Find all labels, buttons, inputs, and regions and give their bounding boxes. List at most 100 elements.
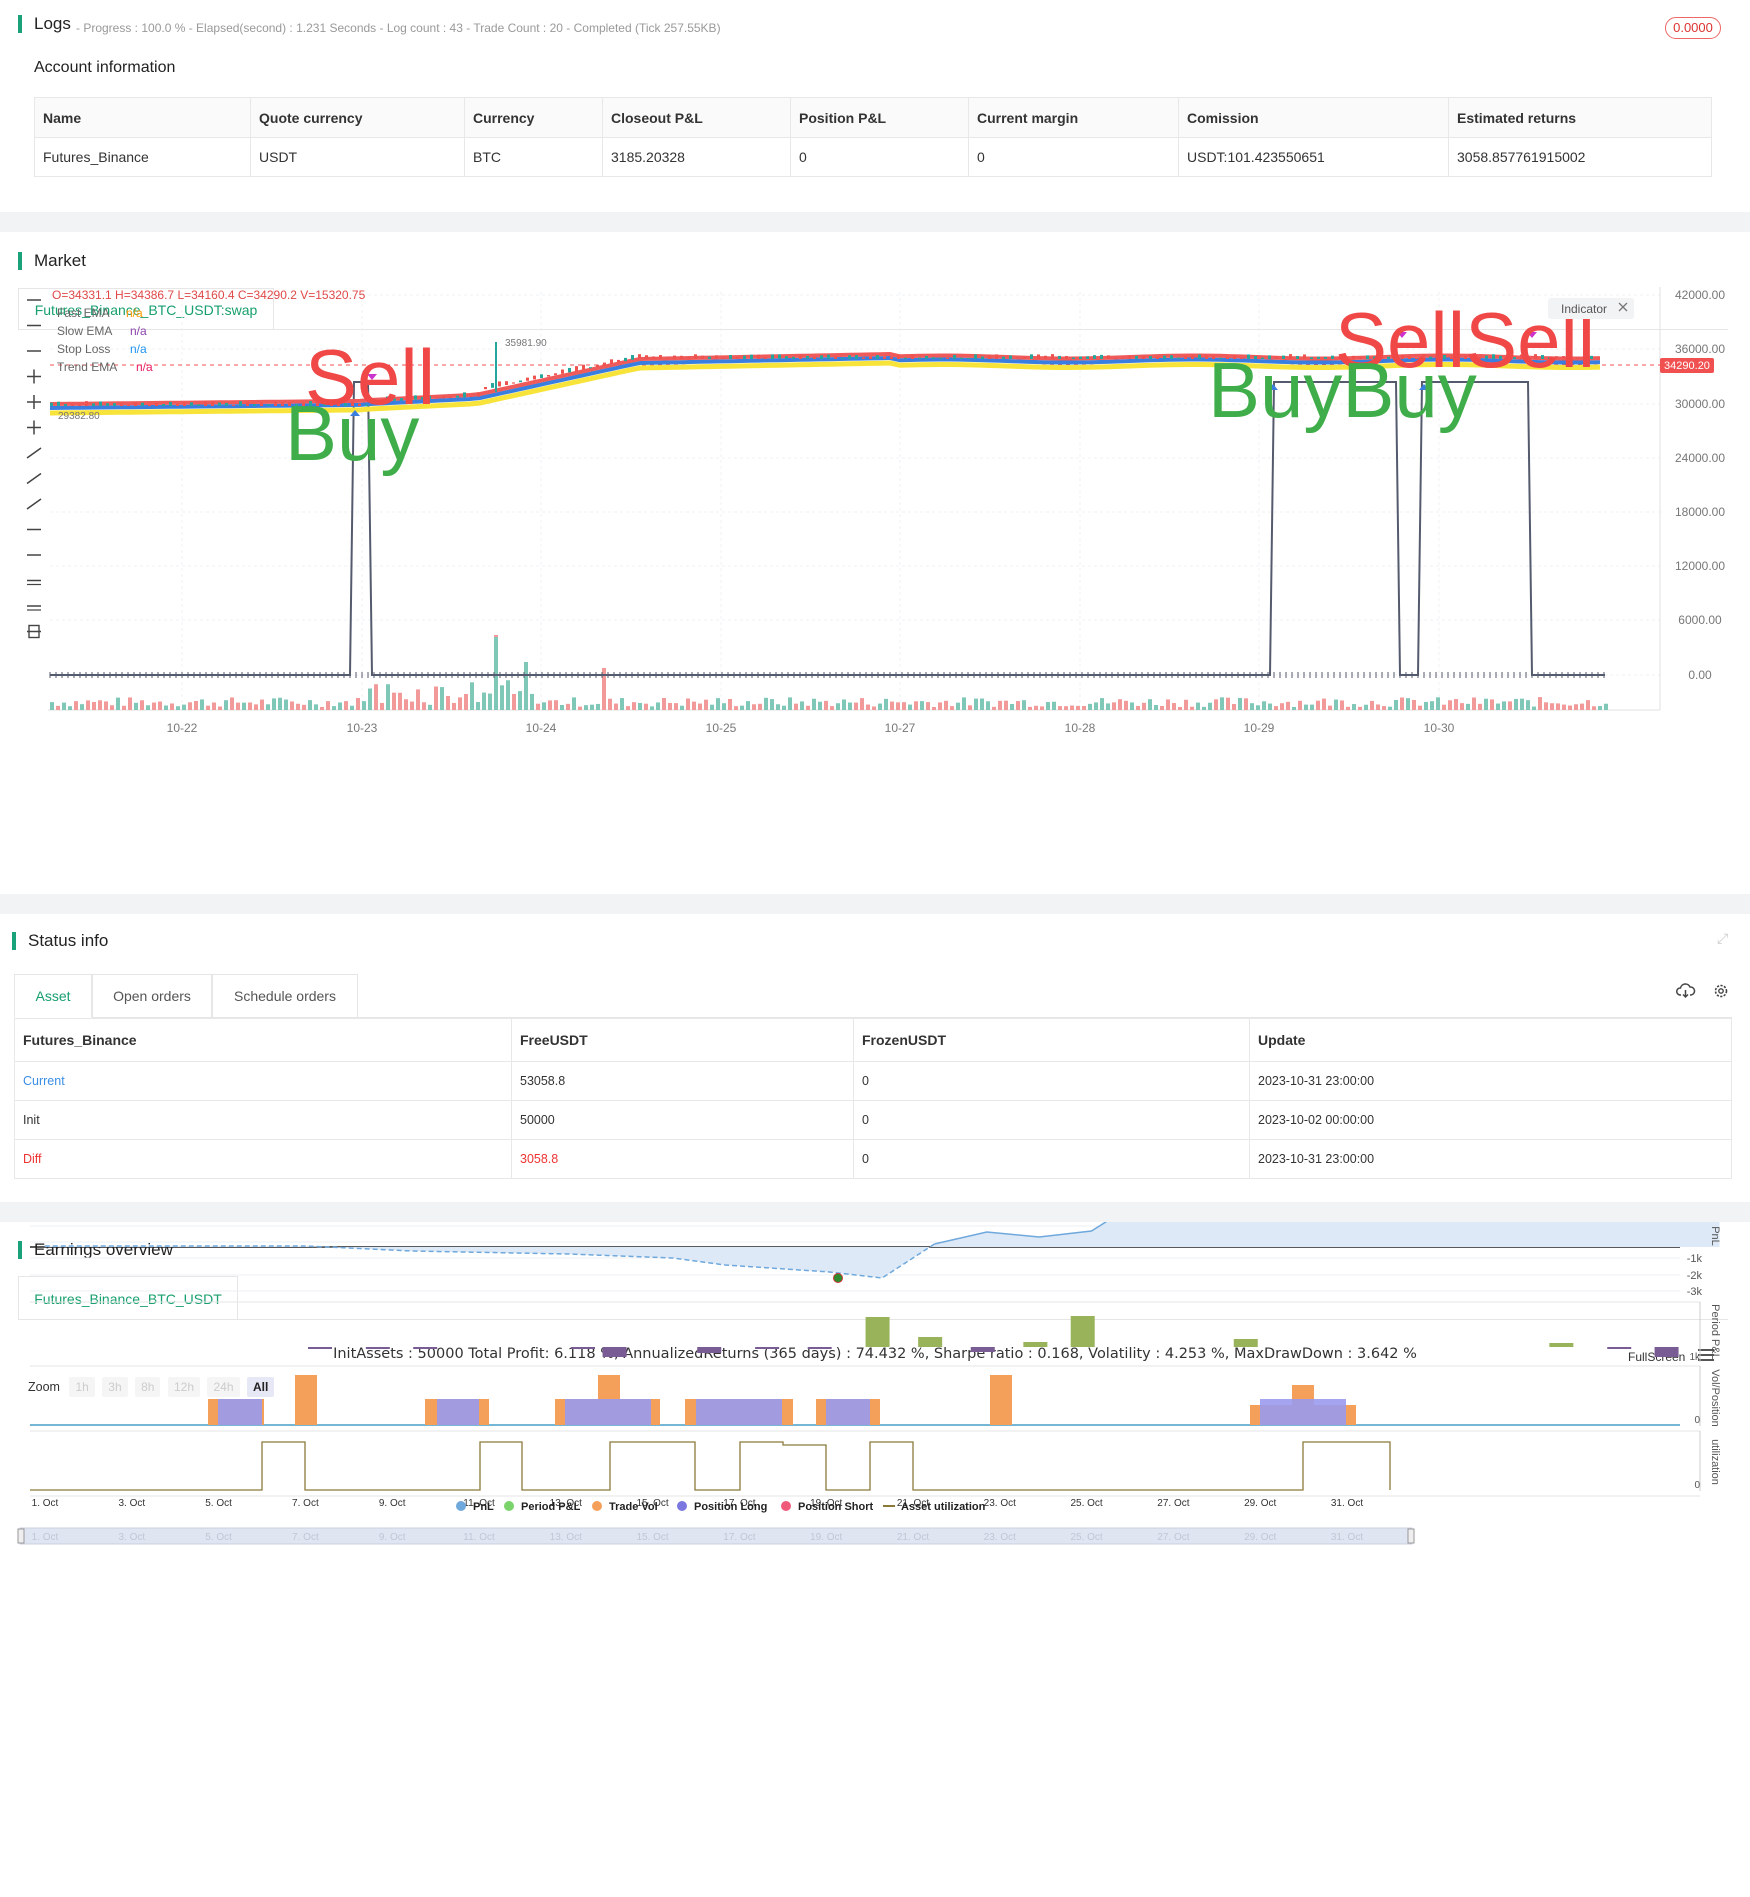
volume-bar — [1472, 697, 1476, 710]
zoom-1h-button[interactable]: 1h — [69, 1377, 95, 1397]
ray-icon[interactable] — [26, 472, 42, 485]
logs-badge[interactable]: 0.0000 — [1665, 17, 1721, 39]
vertical-segment-icon[interactable] — [27, 420, 41, 435]
candle — [351, 401, 354, 406]
cell: 0 — [853, 1139, 1250, 1179]
zoom-24h-button[interactable]: 24h — [207, 1377, 240, 1397]
candle — [1576, 357, 1579, 359]
volume-bar — [896, 702, 900, 710]
candle — [414, 395, 417, 400]
date-tick-label: 5. Oct — [205, 1498, 232, 1509]
gear-icon[interactable] — [1712, 982, 1730, 1000]
volume-bar — [200, 699, 204, 710]
trend-line-icon[interactable] — [26, 447, 42, 459]
volume-bar — [122, 705, 126, 710]
candle — [827, 354, 830, 359]
volume-bar — [212, 702, 216, 710]
earnings-tab[interactable]: Futures_Binance_BTC_USDT — [18, 1276, 238, 1320]
volume-bar — [1388, 706, 1392, 710]
candle — [288, 402, 291, 406]
arrow-line-icon[interactable] — [26, 498, 42, 510]
candle — [1401, 354, 1404, 359]
volume-bar — [1010, 704, 1014, 710]
volume-bar — [662, 697, 666, 710]
volume-bar — [1394, 699, 1398, 710]
menu-icon[interactable] — [1698, 1348, 1716, 1362]
candle — [1492, 354, 1495, 359]
candle — [561, 369, 564, 374]
volume-bar — [254, 704, 258, 710]
navigator-left-handle[interactable] — [17, 1528, 25, 1544]
volume-bar — [284, 699, 288, 710]
candle — [1135, 355, 1138, 359]
vertical-line-icon[interactable] — [27, 369, 41, 384]
candle — [666, 357, 669, 359]
volume-bar — [476, 701, 480, 710]
expand-icon[interactable]: ⤢ — [1717, 930, 1729, 946]
volume-bar — [566, 703, 570, 710]
candle — [1324, 356, 1327, 359]
volume-bar — [482, 692, 486, 710]
pnl-line-negative — [44, 1243, 935, 1279]
time-tick-label: 10-27 — [885, 721, 916, 735]
vertical-ray-icon[interactable] — [27, 395, 41, 409]
candle — [785, 356, 788, 359]
volume-bar — [260, 699, 264, 710]
tab-asset[interactable]: Asset — [14, 974, 92, 1018]
candle — [1541, 355, 1544, 359]
volume-bar — [992, 706, 996, 710]
period-pnl-bar — [1233, 1339, 1258, 1347]
candle — [484, 386, 487, 390]
cloud-download-icon[interactable] — [1676, 982, 1696, 1000]
volume-bar — [1424, 701, 1428, 710]
candle — [1352, 355, 1355, 359]
zoom-3h-button[interactable]: 3h — [102, 1377, 128, 1397]
tab-schedule-orders[interactable]: Schedule orders — [212, 974, 358, 1018]
tab-open-orders[interactable]: Open orders — [92, 974, 212, 1018]
candle — [1261, 357, 1264, 359]
tab-divider — [358, 1017, 1732, 1018]
fib-levels-icon[interactable] — [27, 605, 41, 611]
volume-bar — [668, 702, 672, 710]
date-tick-label: 21. Oct — [897, 1498, 929, 1509]
buybuy-signal-text: BuyBuy — [1208, 346, 1477, 434]
candle — [1009, 355, 1012, 359]
candle — [708, 356, 711, 359]
zoom-all-button[interactable]: All — [247, 1377, 275, 1397]
navigator-date-label: 25. Oct — [1070, 1532, 1102, 1543]
fib-channel-icon[interactable] — [27, 579, 41, 586]
candle — [421, 396, 424, 400]
time-tick-label: 10-22 — [167, 721, 198, 735]
candle — [372, 400, 375, 402]
time-tick-label: 10-28 — [1065, 721, 1096, 735]
volume-bar — [104, 701, 108, 710]
candle — [750, 354, 753, 359]
volume-bar — [1184, 699, 1188, 710]
volume-bar — [218, 706, 222, 710]
time-tick-label: 10-23 — [347, 721, 378, 735]
account-header-row: Name Quote currency Currency Closeout P&… — [34, 97, 1712, 138]
candle — [645, 355, 648, 359]
navigator-date-label: 21. Oct — [897, 1532, 929, 1543]
candle — [1051, 354, 1054, 359]
date-tick-label: 29. Oct — [1244, 1498, 1276, 1509]
candle — [729, 354, 732, 359]
candle — [127, 404, 130, 406]
candle — [988, 354, 991, 359]
candlestick-chart[interactable]: 42000.00 36000.00 30000.00 24000.00 18000.00… — [0, 232, 1750, 894]
candle — [246, 401, 249, 406]
navigator-right-handle[interactable] — [1407, 1528, 1415, 1544]
candle — [862, 357, 865, 359]
volume-bar — [296, 703, 300, 710]
col-quote: Quote currency — [250, 97, 465, 138]
candle — [169, 401, 172, 406]
candle — [1121, 357, 1124, 359]
zoom-12h-button[interactable]: 12h — [167, 1377, 200, 1397]
trash-icon[interactable] — [27, 624, 41, 639]
candle — [1163, 355, 1166, 359]
volume-bar — [572, 697, 576, 710]
candle — [603, 362, 606, 366]
zoom-8h-button[interactable]: 8h — [135, 1377, 161, 1397]
candle — [1387, 356, 1390, 359]
